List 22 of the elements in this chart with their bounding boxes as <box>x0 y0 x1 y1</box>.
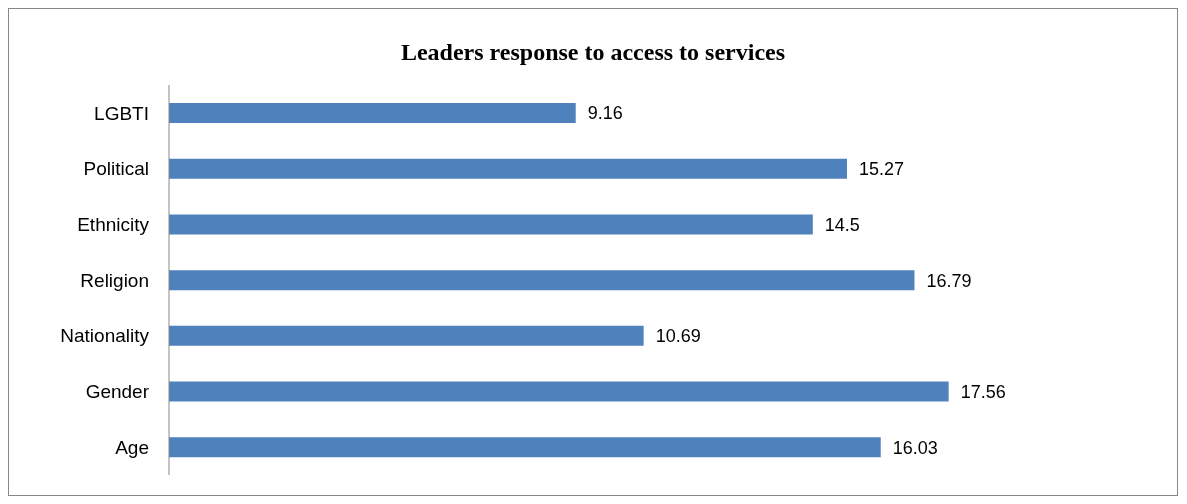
data-label: 9.16 <box>587 103 623 124</box>
data-label: 10.69 <box>655 326 701 347</box>
data-label: 17.56 <box>960 381 1006 402</box>
data-label: 14.5 <box>824 214 860 235</box>
bar <box>169 381 949 402</box>
y-tick-label: Ethnicity <box>77 214 150 236</box>
chart-title: Leaders response to access to services <box>399 38 787 65</box>
data-label: 16.03 <box>892 437 938 458</box>
bar <box>169 158 847 179</box>
bar <box>169 437 881 458</box>
data-label: 16.79 <box>926 270 972 291</box>
y-tick-label: Religion <box>80 269 149 291</box>
bar <box>169 214 813 235</box>
bar <box>169 270 915 291</box>
bar <box>169 325 644 346</box>
y-tick-label: Gender <box>85 381 150 403</box>
y-tick-label: Age <box>115 436 149 458</box>
y-tick-label: LGBTI <box>94 102 149 124</box>
bar <box>169 103 576 123</box>
data-label: 15.27 <box>858 159 905 180</box>
y-tick-label: Political <box>83 158 149 180</box>
y-tick-label: Nationality <box>60 325 150 347</box>
